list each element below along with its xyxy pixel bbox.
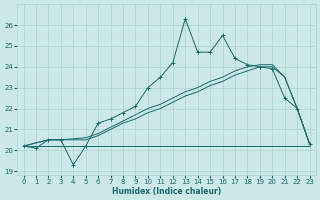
X-axis label: Humidex (Indice chaleur): Humidex (Indice chaleur) bbox=[112, 187, 221, 196]
